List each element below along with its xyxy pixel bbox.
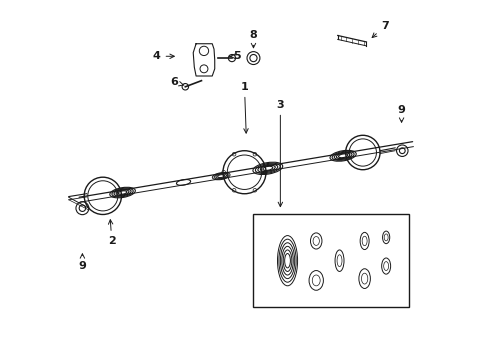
Text: 2: 2 <box>108 220 116 246</box>
Text: 1: 1 <box>240 82 248 133</box>
Text: 5: 5 <box>229 51 240 61</box>
Text: 6: 6 <box>170 77 183 87</box>
Text: 4: 4 <box>152 51 174 61</box>
Text: 9: 9 <box>78 254 86 271</box>
Text: 3: 3 <box>276 100 284 207</box>
Text: 7: 7 <box>371 21 388 37</box>
Text: 9: 9 <box>397 105 405 122</box>
Bar <box>253 214 408 307</box>
Text: 8: 8 <box>249 30 257 48</box>
